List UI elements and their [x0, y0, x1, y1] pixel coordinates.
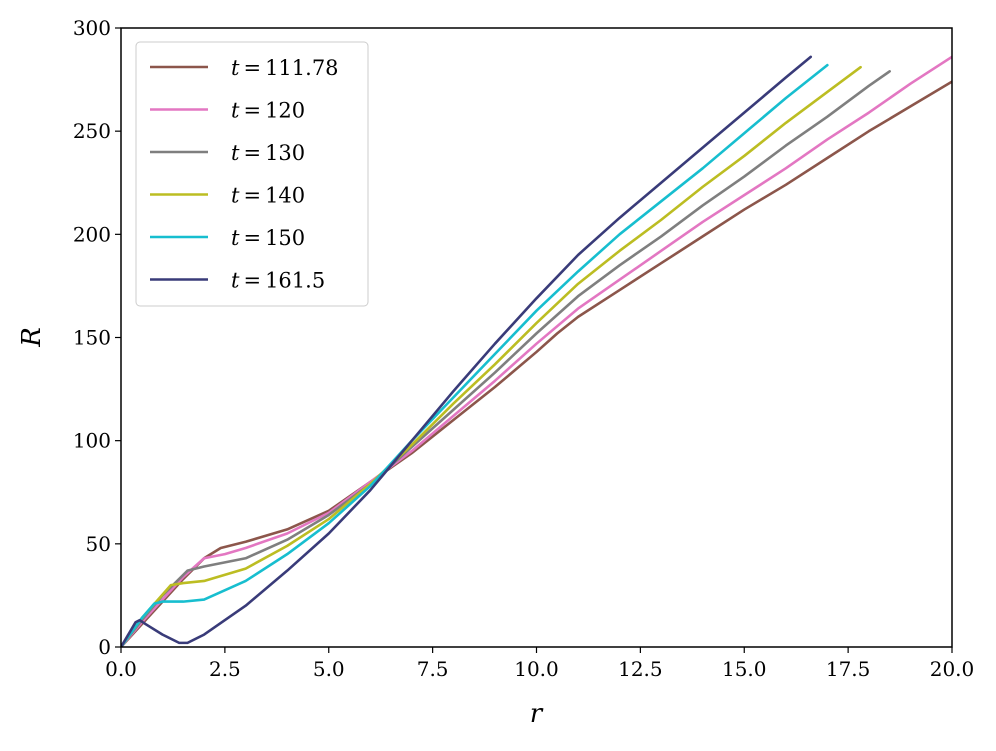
x-tick-label: 7.5	[417, 657, 449, 681]
legend-eq: =	[243, 56, 261, 80]
x-tick-label: 2.5	[209, 657, 241, 681]
legend-box	[135, 41, 369, 307]
legend-label: t = 130	[231, 141, 305, 165]
x-tick-label: 10.0	[514, 657, 559, 681]
legend-eq: =	[243, 184, 261, 208]
legend-eq: =	[243, 226, 261, 250]
x-tick-label: 5.0	[313, 657, 345, 681]
x-tick-label: 20.0	[930, 657, 975, 681]
legend-entry-0: t = 111.78	[150, 56, 339, 80]
legend-var: t	[231, 99, 240, 123]
legend-label: t = 161.5	[231, 269, 325, 293]
y-tick-label: 100	[73, 429, 111, 453]
legend-label: t = 111.78	[231, 56, 339, 80]
x-tick-label: 17.5	[826, 657, 871, 681]
series-line-1	[121, 55, 952, 647]
legend-value: 150	[265, 226, 305, 250]
legend-value: 111.78	[265, 56, 338, 80]
y-tick-label: 50	[86, 532, 111, 556]
x-axis: 0.0 2.5 5.0 7.5 10.0 12.5 15.0 17.5 20.0	[105, 647, 974, 681]
y-tick-label: 300	[73, 16, 111, 40]
series-line-5	[121, 55, 813, 647]
legend-value: 130	[265, 141, 305, 165]
y-tick-label: 200	[73, 222, 111, 246]
y-axis: 0 50 100 150 200 250 300	[73, 16, 121, 659]
legend-entry-1: t = 120	[150, 99, 305, 123]
legend-var: t	[231, 184, 240, 208]
legend-entry-3: t = 140	[150, 184, 305, 208]
legend-eq: =	[243, 269, 261, 293]
series-line-2	[121, 70, 891, 647]
legend-label: t = 120	[231, 99, 305, 123]
x-tick-label: 15.0	[722, 657, 767, 681]
legend-var: t	[231, 56, 240, 80]
legend-value: 120	[265, 99, 305, 123]
series-line-3	[121, 65, 862, 647]
legend-entry-2: t = 130	[150, 141, 305, 165]
legend-eq: =	[243, 141, 261, 165]
legend-eq: =	[243, 99, 261, 123]
legend-entry-4: t = 150	[150, 226, 305, 250]
y-tick-label: 0	[98, 635, 111, 659]
legend-label: t = 150	[231, 226, 305, 250]
legend-label: t = 140	[231, 184, 305, 208]
series-layer	[121, 55, 952, 647]
legend-var: t	[231, 141, 240, 165]
y-axis-label: R	[17, 327, 47, 348]
x-tick-label: 0.0	[105, 657, 137, 681]
x-axis-label: r	[530, 699, 544, 729]
x-tick-label: 12.5	[618, 657, 663, 681]
legend-value: 140	[265, 184, 305, 208]
legend-var: t	[231, 226, 240, 250]
legend-entry-5: t = 161.5	[150, 269, 325, 293]
legend-var: t	[231, 269, 240, 293]
legend-value: 161.5	[265, 269, 325, 293]
y-tick-label: 250	[73, 119, 111, 143]
y-tick-label: 150	[73, 326, 111, 350]
